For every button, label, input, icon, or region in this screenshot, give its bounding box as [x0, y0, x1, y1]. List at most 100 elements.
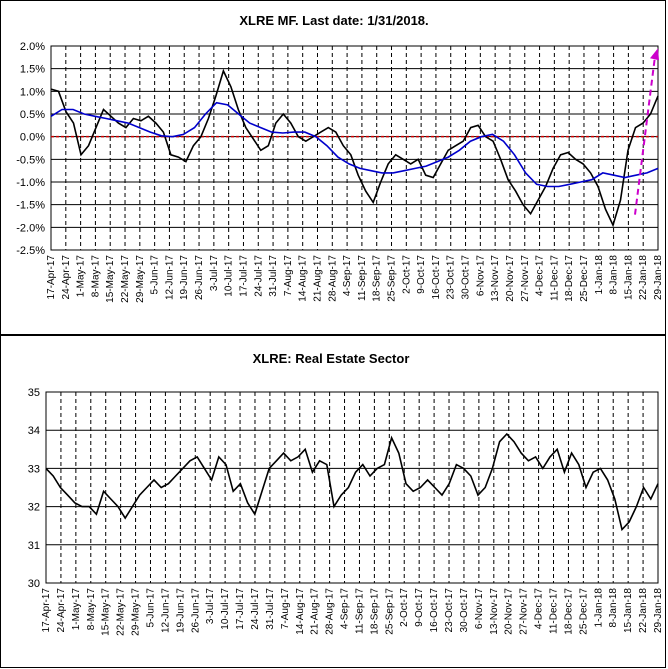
x-tick-label: 3-Jul-17 [205, 588, 216, 625]
x-tick-label: 24-Apr-17 [61, 255, 72, 300]
x-tick-label: 27-Nov-17 [519, 588, 530, 635]
x-tick-label: 21-Aug-17 [310, 588, 321, 635]
mf-grid [50, 45, 659, 251]
x-tick-label: 31-Jul-17 [268, 255, 279, 297]
x-tick-label: 4-Dec-17 [535, 255, 546, 297]
x-tick-label: 15-Jan-18 [623, 588, 634, 633]
x-tick-label: 27-Nov-17 [520, 255, 531, 302]
x-tick-label: 12-Jun-17 [160, 588, 171, 633]
y-tick-label: 1.5% [20, 64, 45, 76]
y-tick-label: 31 [28, 540, 40, 552]
x-tick-label: 13-Nov-17 [489, 588, 500, 635]
average-series-line [50, 101, 659, 188]
x-tick-label: 16-Oct-17 [431, 255, 442, 300]
x-tick-label: 26-Jun-17 [190, 588, 201, 633]
price-series [45, 432, 659, 532]
x-tick-label: 22-May-17 [120, 255, 131, 303]
x-tick-label: 19-Jun-17 [175, 588, 186, 633]
x-tick-label: 30-Oct-17 [461, 255, 472, 300]
x-tick-label: 11-Sep-17 [357, 255, 368, 301]
mf-chart: XLRE MF. Last date: 1/31/2018. 2.0% 1.5% 1… [16, 13, 664, 303]
x-tick-label: 2-Oct-17 [401, 255, 412, 294]
x-tick-label: 19-Jun-17 [179, 255, 190, 300]
x-tick-label: 18-Dec-17 [563, 588, 574, 635]
x-tick-label: 30-Oct-17 [459, 588, 470, 633]
x-tick-label: 15-May-17 [101, 588, 112, 636]
mf-chart-panel: XLRE MF. Last date: 1/31/2018. 2.0% 1.5% 1… [0, 0, 666, 335]
y-tick-label: 34 [28, 425, 40, 437]
x-tick-label: 17-Apr-17 [46, 255, 57, 300]
y-tick-label: 1.0% [20, 86, 45, 98]
x-tick-label: 16-Oct-17 [429, 588, 440, 633]
x-tick-label: 11-Sep-17 [354, 588, 365, 634]
x-tick-label: 12-Jun-17 [164, 255, 175, 300]
x-tick-label: 22-May-17 [116, 588, 127, 636]
price-x-axis: 17-Apr-17 24-Apr-17 1-May-17 8-May-17 15-May… [41, 588, 664, 636]
y-tick-label: 35 [28, 387, 40, 399]
price-y-axis: 35 34 33 32 31 30 [28, 387, 40, 590]
mf-series-line [50, 68, 659, 228]
x-tick-label: 25-Sep-17 [384, 588, 395, 635]
x-tick-label: 29-May-17 [131, 588, 142, 636]
x-tick-label: 14-Aug-17 [298, 255, 309, 302]
x-tick-label: 29-May-17 [135, 255, 146, 303]
x-tick-label: 8-May-17 [86, 588, 97, 631]
price-series-line [45, 432, 659, 532]
price-chart-title: XLRE: Real Estate Sector [253, 351, 410, 366]
x-tick-label: 25-Dec-17 [579, 255, 590, 302]
mf-x-axis: 17-Apr-17 24-Apr-17 1-May-17 8-May-17 15-May… [46, 255, 664, 303]
x-tick-label: 17-Jul-17 [235, 588, 246, 630]
x-tick-label: 2-Oct-17 [399, 588, 410, 627]
x-tick-label: 1-Jan-18 [593, 588, 604, 628]
x-tick-label: 29-Jan-18 [653, 255, 664, 300]
x-tick-label: 20-Nov-17 [505, 255, 516, 302]
x-tick-label: 18-Sep-17 [369, 588, 380, 635]
x-tick-label: 4-Dec-17 [534, 588, 545, 630]
x-tick-label: 28-Aug-17 [325, 588, 336, 635]
y-tick-label: 30 [28, 578, 40, 590]
y-tick-label: -1.5% [16, 200, 45, 212]
x-tick-label: 15-May-17 [105, 255, 116, 303]
x-tick-label: 1-May-17 [71, 588, 82, 631]
x-tick-label: 24-Jul-17 [253, 255, 264, 297]
price-chart: XLRE: Real Estate Sector 35 34 33 32 31 30 17… [28, 351, 664, 636]
y-tick-label: 33 [28, 463, 40, 475]
x-tick-label: 20-Nov-17 [504, 588, 515, 635]
x-tick-label: 23-Oct-17 [444, 588, 455, 633]
x-tick-label: 5-Jun-17 [145, 588, 156, 628]
y-tick-label: -2.0% [16, 222, 45, 234]
y-tick-label: -2.5% [16, 245, 45, 257]
x-tick-label: 28-Aug-17 [327, 255, 338, 302]
x-tick-label: 5-Jun-17 [150, 255, 161, 295]
x-tick-label: 17-Apr-17 [41, 588, 52, 633]
x-tick-label: 22-Jan-18 [638, 255, 649, 300]
y-tick-label: 32 [28, 502, 40, 514]
x-tick-label: 10-Jul-17 [224, 255, 235, 297]
x-tick-label: 4-Sep-17 [342, 255, 353, 297]
x-tick-label: 10-Jul-17 [220, 588, 231, 630]
x-tick-label: 8-Jan-18 [608, 588, 619, 628]
x-tick-label: 1-May-17 [76, 255, 87, 298]
x-tick-label: 17-Jul-17 [238, 255, 249, 297]
mf-chart-title: XLRE MF. Last date: 1/31/2018. [239, 13, 428, 28]
x-tick-label: 9-Oct-17 [416, 255, 427, 294]
mf-y-axis: 2.0% 1.5% 1.0% 0.5% 0.0% -0.5% -1.0% -1.5% -2.0%… [16, 41, 45, 257]
y-tick-label: 0.5% [20, 109, 45, 121]
x-tick-label: 29-Jan-18 [653, 588, 664, 633]
x-tick-label: 18-Sep-17 [372, 255, 383, 302]
trend-arrow-head [650, 48, 659, 61]
x-tick-label: 4-Sep-17 [340, 588, 351, 630]
y-tick-label: -1.0% [16, 177, 45, 189]
x-tick-label: 25-Sep-17 [387, 255, 398, 302]
x-tick-label: 7-Aug-17 [283, 255, 294, 297]
x-tick-label: 6-Nov-17 [474, 588, 485, 630]
price-chart-panel: XLRE: Real Estate Sector 35 34 33 32 31 30 17… [0, 335, 666, 668]
plot-area [45, 391, 659, 584]
x-tick-label: 22-Jan-18 [638, 588, 649, 633]
x-tick-label: 13-Nov-17 [490, 255, 501, 302]
y-tick-label: 2.0% [20, 41, 45, 53]
x-tick-label: 18-Dec-17 [564, 255, 575, 302]
trend-arrow-line [634, 56, 656, 215]
mf-series [50, 48, 659, 228]
x-tick-label: 15-Jan-18 [623, 255, 634, 300]
